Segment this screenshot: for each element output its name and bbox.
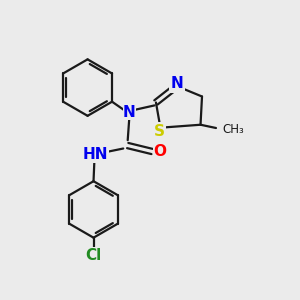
Text: O: O: [153, 144, 166, 159]
Text: CH₃: CH₃: [223, 123, 244, 136]
Text: HN: HN: [82, 147, 108, 162]
Text: S: S: [153, 124, 164, 139]
Text: Cl: Cl: [85, 248, 102, 263]
Text: N: N: [123, 105, 136, 120]
Text: N: N: [170, 76, 183, 91]
